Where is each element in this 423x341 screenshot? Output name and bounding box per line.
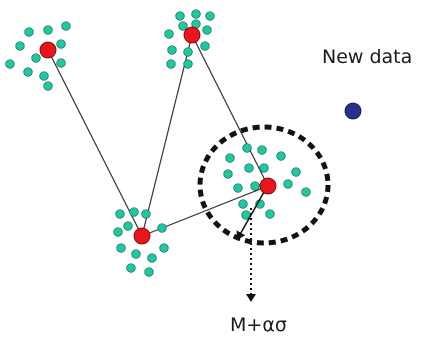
threshold-formula: M+ασ — [230, 314, 287, 336]
data-point — [43, 81, 53, 91]
data-point — [233, 183, 243, 193]
data-point — [202, 25, 212, 35]
data-point — [200, 41, 210, 51]
data-point — [291, 167, 301, 177]
data-point — [61, 21, 71, 31]
data-points — [5, 9, 311, 277]
data-point — [276, 151, 286, 161]
threshold-boundary — [197, 124, 331, 246]
centroid-2 — [183, 26, 201, 44]
data-point — [39, 71, 49, 81]
data-point — [178, 21, 188, 31]
data-point — [183, 47, 193, 57]
data-point — [167, 45, 177, 55]
data-point — [56, 58, 66, 68]
centroid-4 — [259, 177, 277, 195]
data-point — [175, 11, 185, 21]
data-point — [113, 227, 123, 237]
data-point — [183, 59, 193, 69]
data-point — [191, 9, 201, 19]
data-point — [144, 267, 154, 277]
edge-2-4 — [191, 34, 269, 187]
data-point — [56, 39, 66, 49]
data-point — [43, 25, 53, 35]
data-point — [23, 67, 33, 77]
data-point — [301, 187, 311, 197]
edge-3-2 — [141, 34, 193, 237]
centroids — [39, 26, 277, 245]
data-point — [116, 243, 126, 253]
data-point — [157, 223, 167, 233]
data-point — [126, 263, 136, 273]
data-point — [129, 207, 139, 217]
data-point — [244, 163, 254, 173]
data-point — [223, 169, 233, 179]
new-data-point — [344, 102, 362, 120]
data-point — [15, 41, 25, 51]
data-point — [141, 209, 151, 219]
data-point — [131, 249, 141, 259]
data-point — [265, 209, 275, 219]
data-point — [283, 179, 293, 189]
data-point — [259, 163, 269, 173]
data-point — [205, 11, 215, 21]
data-point — [123, 221, 133, 231]
data-point — [164, 29, 174, 39]
data-point — [147, 253, 157, 263]
data-point — [31, 53, 41, 63]
data-point — [242, 143, 252, 153]
data-point — [24, 27, 34, 37]
data-point — [238, 199, 248, 209]
data-point — [115, 209, 125, 219]
data-point — [250, 181, 260, 191]
centroid-3 — [133, 227, 151, 245]
data-point — [257, 145, 267, 155]
data-point — [159, 243, 169, 253]
centroid-1 — [39, 41, 57, 59]
data-point — [5, 59, 15, 69]
data-point — [166, 59, 176, 69]
new-data-label: New data — [322, 46, 413, 68]
edge-1-3 — [47, 49, 143, 237]
data-point — [225, 153, 235, 163]
